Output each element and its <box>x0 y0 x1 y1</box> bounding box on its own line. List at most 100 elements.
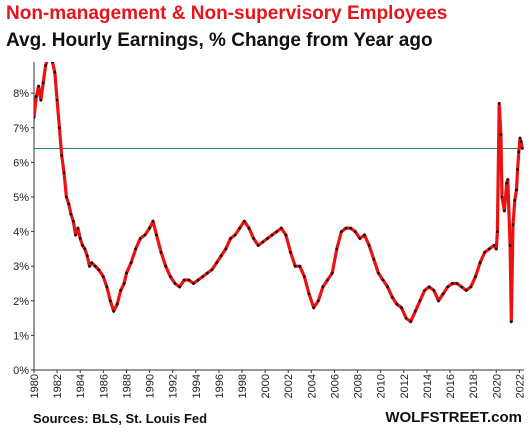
data-point <box>316 299 320 303</box>
x-tick-label: 1984 <box>75 374 87 398</box>
x-tick-label: 1998 <box>237 374 249 398</box>
data-point <box>129 261 133 265</box>
data-point <box>469 285 473 289</box>
data-point <box>34 116 36 119</box>
data-point <box>65 195 68 199</box>
data-point <box>39 98 43 102</box>
data-point <box>340 230 343 234</box>
data-point <box>275 230 279 234</box>
data-point <box>335 247 339 251</box>
x-tick-label: 2022 <box>514 374 526 398</box>
data-point <box>122 282 126 285</box>
data-point <box>503 209 506 213</box>
data-point <box>55 98 59 102</box>
data-point <box>78 237 82 240</box>
sources-note: Sources: BLS, St. Louis Fed <box>33 411 208 426</box>
data-point <box>178 285 182 289</box>
data-point <box>455 282 459 285</box>
data-point <box>450 282 454 285</box>
data-point <box>312 306 316 310</box>
data-point <box>358 237 362 240</box>
data-point <box>499 133 503 137</box>
data-point <box>164 264 168 268</box>
data-point <box>119 289 123 292</box>
x-tick-label: 1986 <box>98 374 110 398</box>
data-point <box>49 50 52 53</box>
data-point <box>289 250 292 254</box>
data-point <box>513 199 517 202</box>
data-point <box>219 254 223 258</box>
y-tick-label: 1% <box>13 330 29 342</box>
data-point <box>432 289 436 292</box>
data-point <box>108 299 112 303</box>
data-point <box>321 285 325 289</box>
x-tick-label: 2000 <box>260 374 272 398</box>
data-point <box>93 264 97 268</box>
x-tick-label: 2008 <box>353 374 365 398</box>
data-point <box>58 126 61 130</box>
data-point <box>60 154 64 157</box>
x-tick-label: 1982 <box>52 374 64 398</box>
data-point <box>474 275 477 278</box>
data-point <box>187 278 191 282</box>
data-point <box>496 230 499 234</box>
data-point <box>224 247 228 251</box>
x-tick-label: 2010 <box>376 374 388 398</box>
data-point <box>293 264 297 268</box>
axes <box>33 62 524 371</box>
data-point <box>37 84 40 88</box>
data-point <box>71 219 75 223</box>
data-point <box>83 247 87 251</box>
data-point <box>159 250 163 254</box>
x-tick-label: 1980 <box>29 374 41 398</box>
data-point <box>210 268 214 271</box>
data-point <box>395 302 399 306</box>
data-point <box>242 219 246 223</box>
data-point <box>520 147 524 150</box>
data-point <box>519 140 523 144</box>
data-point <box>487 247 491 251</box>
data-point <box>279 226 283 230</box>
data-point <box>377 271 380 275</box>
data-point <box>266 237 269 240</box>
data-point <box>326 278 329 282</box>
data-point <box>427 285 431 289</box>
data-point <box>508 244 512 247</box>
data-point <box>192 282 195 285</box>
data-point <box>349 226 353 230</box>
data-point <box>81 244 84 247</box>
y-tick-label: 6% <box>13 157 29 169</box>
data-point <box>344 226 348 230</box>
data-point <box>516 167 519 171</box>
y-tick-label: 5% <box>13 192 29 204</box>
data-point <box>182 278 186 282</box>
data-point <box>51 62 54 64</box>
x-tick-label: 2004 <box>306 374 318 398</box>
data-point <box>483 250 487 254</box>
data-point <box>44 64 47 67</box>
data-point <box>62 171 66 175</box>
y-tick-label: 0% <box>13 365 29 377</box>
data-point <box>215 261 219 265</box>
data-point <box>205 271 209 275</box>
data-point <box>330 271 334 275</box>
data-point <box>97 268 101 271</box>
data-point <box>201 275 205 278</box>
data-point <box>247 226 251 230</box>
data-point <box>400 306 403 310</box>
x-tick-label: 1990 <box>145 374 157 398</box>
x-tick-label: 2002 <box>283 374 295 398</box>
x-tick-labels: 1980 1982 1984 1986 1988 1990 1992 1994 1996 1998… <box>29 370 526 398</box>
data-point <box>105 285 109 289</box>
data-point <box>518 136 522 140</box>
series-line <box>34 62 524 324</box>
data-point <box>307 292 311 296</box>
x-tick-label: 1994 <box>191 374 203 398</box>
data-point <box>85 254 89 258</box>
data-point <box>112 309 116 313</box>
data-point <box>155 233 158 237</box>
x-tick-label: 2014 <box>422 374 434 398</box>
data-point <box>404 316 408 320</box>
data-point <box>229 237 232 240</box>
chart-title: Non-management & Non-supervisory Employe… <box>6 3 448 24</box>
